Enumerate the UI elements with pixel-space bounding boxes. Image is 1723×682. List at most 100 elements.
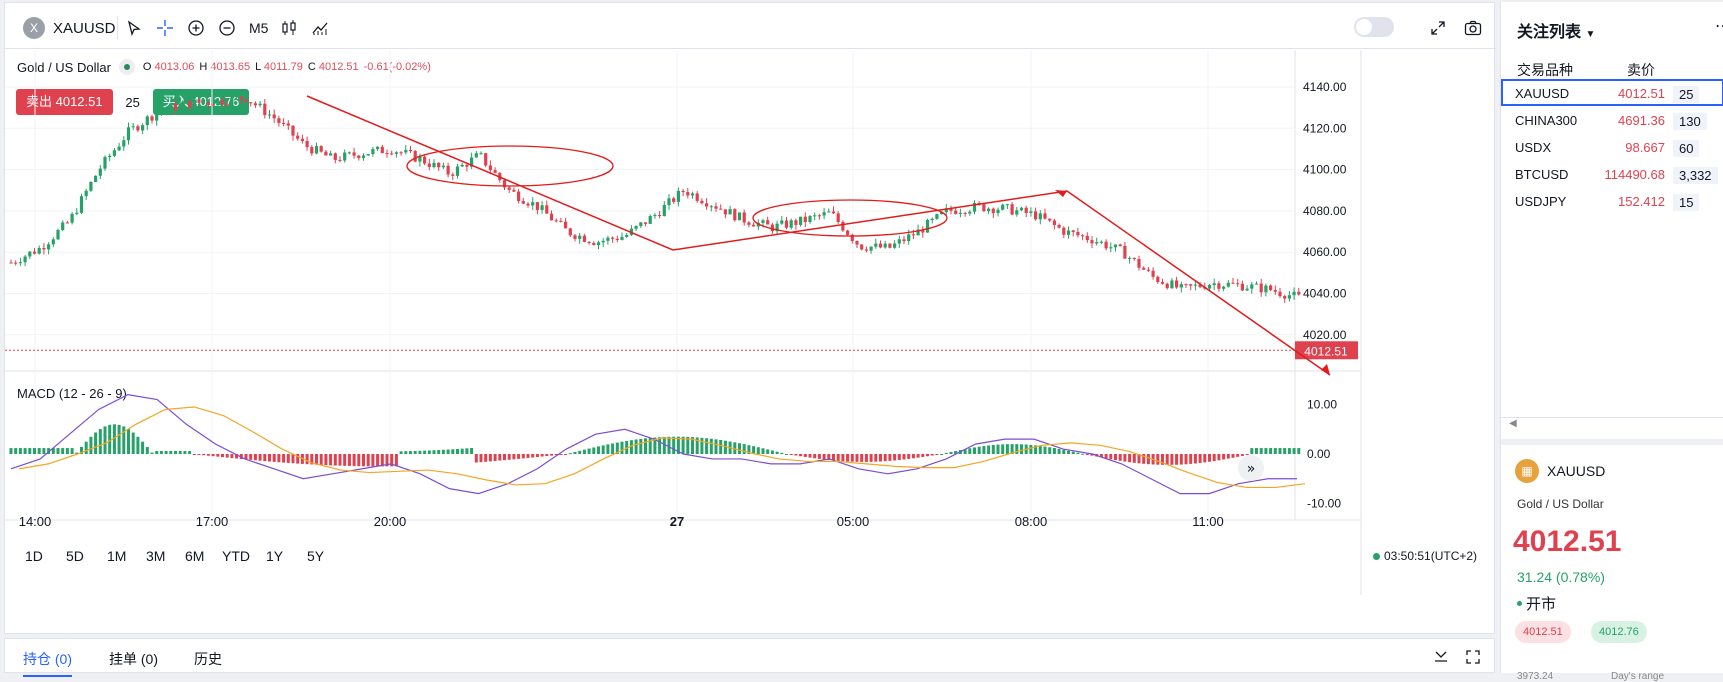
minimize-icon[interactable] bbox=[1433, 649, 1449, 666]
candle-body bbox=[1226, 282, 1230, 287]
tab-orders[interactable]: 挂单 (0) bbox=[109, 651, 158, 667]
macd-histogram-bar bbox=[911, 454, 915, 459]
candle-body bbox=[145, 116, 149, 126]
macd-histogram-bar bbox=[202, 454, 206, 456]
timeframe-6m[interactable]: 6M bbox=[185, 548, 205, 564]
candle-body bbox=[1170, 280, 1174, 289]
macd-histogram-bar bbox=[376, 454, 380, 467]
candle-body bbox=[1165, 283, 1169, 289]
macd-histogram-bar bbox=[498, 454, 502, 461]
macd-histogram-bar bbox=[738, 443, 741, 454]
candle-body bbox=[822, 212, 826, 216]
price-chart[interactable]: 4140.00 4120.00 4100.00 4080.00 4060.00 4040.… bbox=[5, 50, 1494, 595]
candle-body bbox=[1184, 284, 1188, 286]
tab-positions[interactable]: 持仓 (0) bbox=[23, 651, 72, 677]
macd-histogram-bar bbox=[1029, 444, 1033, 454]
candle-body bbox=[1269, 285, 1273, 291]
candle-body bbox=[61, 222, 65, 231]
candle-body bbox=[817, 215, 821, 217]
quantity-field[interactable]: 25 bbox=[125, 94, 140, 110]
detail-bid-chip[interactable]: 4012.51 bbox=[1515, 621, 1571, 643]
price-tick-label: 4040.00 bbox=[1303, 287, 1347, 301]
timeframe-3m[interactable]: 3M bbox=[146, 548, 166, 564]
visibility-icon[interactable] bbox=[118, 59, 135, 75]
row-spread: 60 bbox=[1673, 140, 1700, 157]
timeframe-1y[interactable]: 1Y bbox=[266, 548, 284, 564]
sell-button[interactable]: 卖出 4012.51 bbox=[16, 89, 113, 115]
tab-history[interactable]: 历史 bbox=[194, 651, 222, 667]
candle-body bbox=[1024, 207, 1028, 213]
indicators-icon[interactable] bbox=[308, 16, 332, 40]
candle-body bbox=[465, 164, 469, 167]
watchlist-row[interactable]: CHINA300 4691.36 130 bbox=[1501, 106, 1723, 133]
watchlist-row[interactable]: XAUUSD 4012.51 25 bbox=[1501, 79, 1723, 106]
chart-type-icon[interactable] bbox=[277, 16, 301, 40]
candle-body bbox=[98, 168, 102, 176]
macd-histogram-bar bbox=[286, 454, 290, 463]
macd-histogram-bar bbox=[1208, 454, 1211, 462]
crosshair-icon[interactable] bbox=[153, 16, 177, 40]
cursor-icon[interactable] bbox=[122, 16, 146, 40]
candle-body bbox=[639, 222, 643, 226]
zoom-out-icon[interactable] bbox=[215, 16, 239, 40]
candle-body bbox=[620, 236, 624, 240]
watchlist-row[interactable]: USDJPY 152.412 15 bbox=[1501, 187, 1723, 214]
timeframe-5d[interactable]: 5D bbox=[66, 548, 84, 564]
timeframe-1d[interactable]: 1D bbox=[25, 548, 43, 564]
macd-histogram-bar bbox=[822, 454, 826, 460]
candle-body bbox=[296, 135, 300, 139]
macd-histogram-bar bbox=[634, 439, 638, 454]
candle-body bbox=[178, 103, 182, 111]
detail-name: Gold / US Dollar bbox=[1517, 497, 1604, 511]
more-icon[interactable]: ⋯ bbox=[1715, 18, 1723, 35]
macd-histogram-bar bbox=[568, 453, 572, 455]
candle-body bbox=[634, 225, 638, 229]
panel-splitter[interactable]: ◀ bbox=[1501, 417, 1723, 431]
watchlist-row[interactable]: BTCUSD 114490.68 3,332 bbox=[1501, 160, 1723, 187]
macd-histogram-bar bbox=[174, 451, 177, 454]
symbol-selector[interactable]: XAUUSD bbox=[53, 20, 116, 37]
macd-histogram-bar bbox=[324, 454, 328, 466]
macd-histogram-bar bbox=[291, 454, 295, 464]
watchlist-row[interactable]: USDX 98.667 60 bbox=[1501, 133, 1723, 160]
candle-body bbox=[211, 104, 215, 106]
candle-body bbox=[573, 235, 577, 239]
timeframe-ytd[interactable]: YTD bbox=[222, 548, 250, 564]
macd-histogram-bar bbox=[1170, 454, 1174, 465]
macd-histogram-bar bbox=[766, 449, 770, 454]
macd-histogram-bar bbox=[423, 450, 427, 454]
row-symbol: USDX bbox=[1515, 140, 1552, 155]
expand-icon[interactable] bbox=[1465, 649, 1481, 668]
candle-body bbox=[606, 237, 610, 241]
candle-body bbox=[794, 220, 798, 225]
candle-body bbox=[954, 210, 958, 214]
trading-toggle[interactable] bbox=[1354, 17, 1394, 37]
candle-body bbox=[648, 216, 652, 224]
detail-ask-chip[interactable]: 4012.76 bbox=[1591, 621, 1647, 643]
macd-histogram-bar bbox=[188, 451, 192, 454]
camera-icon[interactable] bbox=[1461, 16, 1485, 40]
macd-histogram-bar bbox=[1137, 454, 1141, 464]
candle-body bbox=[526, 203, 530, 206]
watchlist-panel: 关注列表 ▼ ⋯ 交易品种 卖价 XAUUSD 4012.51 25 CHINA… bbox=[1500, 2, 1723, 682]
zoom-in-icon[interactable] bbox=[184, 16, 208, 40]
timeframe-1m[interactable]: 1M bbox=[107, 548, 127, 564]
candle-body bbox=[141, 125, 145, 131]
macd-histogram-bar bbox=[380, 454, 384, 467]
fullscreen-icon[interactable] bbox=[1426, 16, 1450, 40]
timeframe-5y[interactable]: 5Y bbox=[307, 548, 325, 564]
watchlist-title[interactable]: 关注列表 ▼ bbox=[1517, 18, 1595, 42]
candle-body bbox=[150, 116, 154, 121]
candle-body bbox=[1156, 276, 1160, 282]
macd-histogram-bar bbox=[75, 452, 79, 454]
candle-body bbox=[667, 198, 671, 205]
macd-histogram-bar bbox=[597, 446, 600, 454]
macd-histogram-bar bbox=[526, 454, 530, 458]
row-price: 4012.51 bbox=[1618, 86, 1665, 101]
macd-histogram-bar bbox=[672, 436, 676, 454]
interval-selector[interactable]: M5 bbox=[249, 20, 269, 36]
macd-histogram-bar bbox=[413, 450, 417, 454]
candle-body bbox=[220, 99, 225, 105]
macd-histogram-bar bbox=[319, 454, 323, 465]
macd-histogram-bar bbox=[1010, 444, 1014, 454]
